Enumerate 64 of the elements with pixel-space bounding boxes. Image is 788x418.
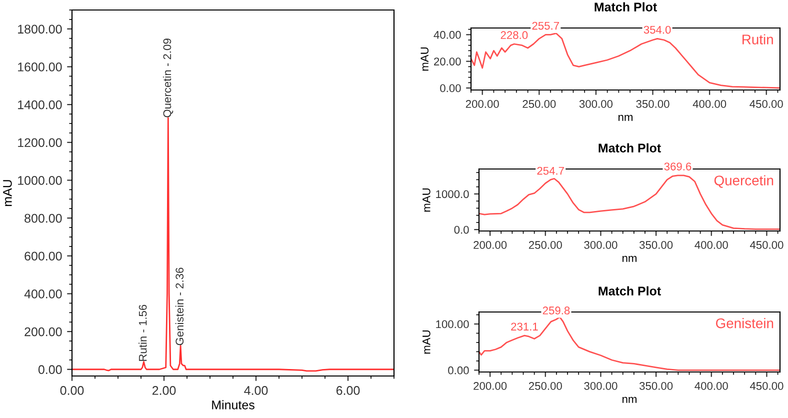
y-tick-label: 1400.00	[18, 100, 62, 110]
y-axis-title: mAU	[422, 188, 430, 212]
x-tick-label: 350.00	[639, 382, 673, 390]
annotation: Genistein - 2.36	[175, 268, 184, 346]
annotation: 255.7	[532, 22, 559, 30]
y-tick-label: 1200.00	[18, 138, 62, 148]
y-tick-label: 0.00	[440, 84, 461, 92]
x-tick-label: 250.00	[528, 382, 562, 390]
y-tick-label: 200.00	[24, 327, 62, 336]
x-axis-title: nm	[622, 396, 636, 403]
y-axis-title: mAU	[420, 48, 428, 71]
y-tick-label: 400.00	[24, 290, 62, 298]
x-tick-label: 400.00	[694, 241, 728, 249]
y-tick-label: 100.00	[436, 320, 469, 328]
y-tick-label: 1600.00	[18, 62, 62, 72]
x-tick-label: 450.00	[750, 100, 783, 108]
x-tick-label: 6.00	[336, 386, 360, 395]
y-axis-title: mAU	[3, 180, 12, 206]
chart-title: Match Plot	[598, 286, 661, 296]
x-tick-label: 300.00	[584, 241, 618, 249]
x-axis-title: nm	[622, 256, 636, 262]
y-tick-label: 0.00	[38, 365, 62, 374]
x-tick-label: 450.00	[750, 382, 784, 390]
annotation: 259.8	[542, 306, 570, 314]
x-tick-label: 4.00	[244, 386, 268, 395]
annotation: 228.0	[500, 31, 528, 40]
x-tick-label: 200.00	[466, 100, 499, 108]
x-tick-label: 250.00	[522, 100, 556, 108]
x-axis-title: Minutes	[212, 400, 254, 410]
chart-title: Match Plot	[598, 143, 661, 152]
y-tick-label: 1000.0	[436, 190, 469, 198]
x-tick-label: 400.00	[692, 100, 726, 108]
line-series	[72, 117, 394, 372]
x-tick-label: 350.00	[636, 100, 670, 108]
x-tick-label: 450.00	[750, 241, 784, 249]
x-tick-label: 0.00	[60, 386, 84, 395]
annotation: Quercetin - 2.09	[162, 38, 174, 118]
text: Rutin	[742, 34, 773, 44]
x-tick-label: 300.00	[579, 100, 613, 108]
chart-title: Match Plot	[594, 2, 657, 12]
y-axis-title: mAU	[422, 330, 430, 354]
y-tick-label: 800.00	[24, 214, 62, 223]
x-axis-title: nm	[618, 114, 632, 121]
annotation: 369.6	[664, 162, 692, 170]
y-tick-label: 0.00	[448, 366, 469, 374]
y-tick-label: 1800.00	[18, 24, 62, 34]
x-tick-label: 250.00	[528, 241, 562, 249]
annotation: 231.1	[511, 322, 538, 331]
x-tick-label: 350.00	[639, 241, 673, 249]
text: Genistein	[716, 318, 774, 328]
y-tick-label: 0.0	[454, 226, 469, 234]
x-tick-label: 200.00	[474, 382, 507, 390]
y-tick-label: 1000.00	[18, 176, 62, 185]
x-tick-label: 300.00	[584, 382, 618, 390]
x-tick-label: 400.00	[694, 382, 728, 390]
y-tick-label: 40.00	[434, 30, 461, 39]
annotation: Rutin - 1.56	[138, 304, 147, 361]
x-tick-label: 2.00	[152, 386, 176, 395]
y-tick-label: 20.00	[434, 58, 461, 66]
series-label: Quercetin	[714, 175, 774, 188]
y-tick-label: 600.00	[24, 252, 62, 261]
annotation: 354.0	[644, 26, 671, 34]
annotation: 254.7	[537, 166, 564, 175]
x-tick-label: 200.00	[474, 241, 507, 249]
